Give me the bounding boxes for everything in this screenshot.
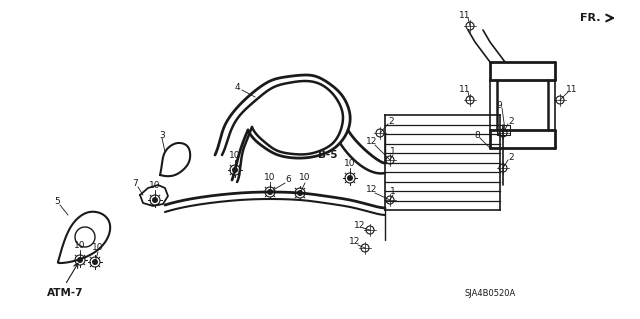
Text: 10: 10 [344, 160, 356, 168]
Text: FR.: FR. [580, 13, 600, 23]
Text: 2: 2 [508, 152, 514, 161]
Text: 5: 5 [54, 197, 60, 206]
Circle shape [297, 190, 303, 196]
Text: 7: 7 [132, 180, 138, 189]
Circle shape [232, 167, 238, 173]
Text: 10: 10 [74, 241, 86, 250]
Text: 11: 11 [460, 11, 471, 19]
Circle shape [92, 259, 98, 265]
Text: 12: 12 [349, 238, 361, 247]
Text: B-5: B-5 [318, 150, 338, 160]
Circle shape [347, 175, 353, 181]
Text: 1: 1 [390, 188, 396, 197]
Text: 10: 10 [264, 174, 276, 182]
Text: 10: 10 [92, 243, 104, 253]
Text: 10: 10 [149, 182, 161, 190]
Text: 2: 2 [508, 116, 514, 125]
Text: 12: 12 [366, 186, 378, 195]
Text: 11: 11 [460, 85, 471, 93]
Text: 9: 9 [496, 100, 502, 109]
Text: 10: 10 [229, 152, 241, 160]
Text: 8: 8 [474, 130, 480, 139]
Text: 2: 2 [388, 116, 394, 125]
Circle shape [267, 189, 273, 195]
Text: 6: 6 [285, 175, 291, 184]
Circle shape [152, 197, 158, 203]
Text: 1: 1 [390, 147, 396, 157]
Text: 10: 10 [300, 174, 311, 182]
Text: 12: 12 [366, 137, 378, 146]
Text: SJA4B0520A: SJA4B0520A [465, 288, 516, 298]
Text: 4: 4 [234, 83, 240, 92]
Circle shape [77, 257, 83, 263]
Text: 11: 11 [566, 85, 578, 93]
Text: 12: 12 [355, 220, 365, 229]
Text: ATM-7: ATM-7 [47, 288, 83, 298]
Text: 3: 3 [159, 130, 165, 139]
